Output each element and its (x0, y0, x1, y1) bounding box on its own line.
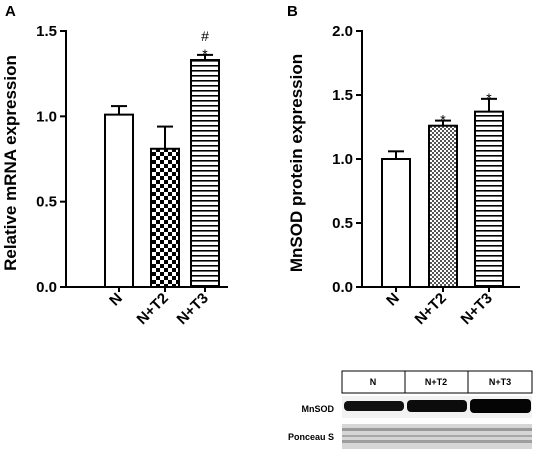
x-tick-label: N+T2 (134, 290, 172, 328)
y-tick-label: 0.0 (36, 279, 57, 296)
blot-group-n: N (370, 377, 377, 387)
x-tick-label: N (383, 290, 403, 310)
chart-b: 0.0 0.5 1.0 1.5 2.0 MnSOD protein expression N… (287, 23, 520, 328)
chart-a: 0.0 0.5 1.0 1.5 Relative mRNA expression N N+T… (1, 23, 228, 328)
bar-n (381, 158, 411, 288)
x-tick-label: N+T3 (174, 290, 212, 328)
y-axis-label: MnSOD protein expression (287, 54, 306, 272)
significance-mark: * (440, 112, 446, 128)
y-axis-label: Relative mRNA expression (1, 55, 20, 271)
y-tick-label: 1.0 (332, 151, 353, 168)
blot-group-n-t2: N+T2 (425, 377, 447, 387)
bar-n-t2 (428, 124, 458, 288)
western-blot: N N+T2 N+T3 MnSOD Ponceau S (288, 370, 533, 449)
bar-n-t3 (190, 59, 220, 288)
bar-n-t3 (474, 110, 504, 288)
y-tick-label: 1.0 (36, 108, 57, 125)
x-tick-label: N+T3 (458, 290, 496, 328)
y-tick-label: 0.5 (36, 194, 57, 211)
bar-n-t2 (150, 147, 180, 288)
blot-header-box (341, 370, 533, 394)
bar-n (104, 113, 134, 288)
y-tick-label: 0.0 (332, 279, 353, 296)
significance-mark: * (486, 90, 492, 106)
x-tick-label: N+T2 (412, 290, 450, 328)
y-tick-label: 2.0 (332, 23, 353, 40)
y-tick-label: 0.5 (332, 215, 353, 232)
significance-mark: # (201, 28, 209, 44)
y-tick-label: 1.5 (36, 23, 57, 40)
blot-group-n-t3: N+T3 (489, 377, 511, 387)
blot-row-mnsod: MnSOD (302, 404, 335, 414)
mnsod-band-n-t3 (470, 399, 531, 413)
blot-row-ponceau: Ponceau S (288, 432, 334, 442)
mnsod-band-n-t2 (407, 400, 467, 412)
mnsod-band-n (344, 401, 404, 411)
panel-letter-a: A (5, 3, 16, 20)
significance-mark: * (202, 46, 208, 62)
x-tick-label: N (106, 290, 126, 310)
y-tick-label: 1.5 (332, 87, 353, 104)
panel-letter-b: B (287, 3, 298, 20)
